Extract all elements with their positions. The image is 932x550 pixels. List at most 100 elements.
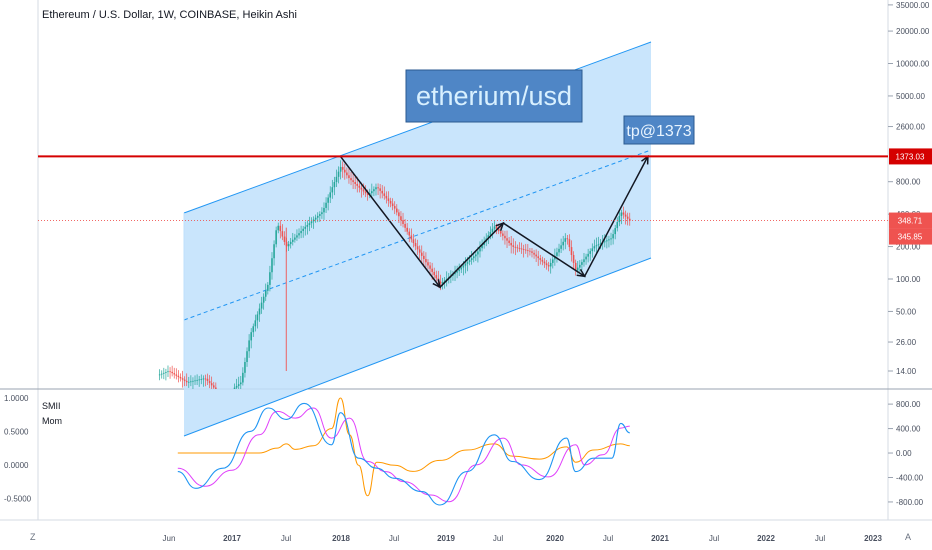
candle-body xyxy=(242,372,244,383)
candle-body xyxy=(185,380,188,383)
channel-lower-line xyxy=(183,257,652,437)
candle-body xyxy=(412,239,415,244)
candle-body xyxy=(289,241,292,245)
candle-body xyxy=(400,216,402,221)
time-tick-label: 2017 xyxy=(223,534,241,543)
candle-body xyxy=(341,166,344,170)
candle-body xyxy=(493,226,496,229)
candle-body xyxy=(296,235,298,238)
price-tick-label: 200.00 xyxy=(896,243,921,252)
log-scale-toggle[interactable]: Z xyxy=(30,532,36,542)
projection-arrowhead xyxy=(576,269,587,278)
candle-body xyxy=(393,206,396,209)
last-price-label: 348.71 xyxy=(898,217,923,226)
channel-mid-line xyxy=(183,149,652,321)
time-tick-label: Jul xyxy=(389,534,399,543)
price-tick-label: 26.00 xyxy=(896,338,917,347)
candle-body xyxy=(169,371,171,373)
candle-body xyxy=(570,247,573,255)
candle-body xyxy=(539,258,542,260)
smii-axis-label: -0.5000 xyxy=(4,494,32,503)
candle-body xyxy=(477,251,479,255)
mom-legend: Mom xyxy=(42,416,62,426)
prev-price-label: 345.85 xyxy=(898,233,923,242)
candle-body xyxy=(271,258,273,273)
candle-body xyxy=(587,253,589,257)
candle-body xyxy=(210,383,213,386)
candle-body xyxy=(304,226,307,229)
price-tick-label: 50.00 xyxy=(896,307,917,316)
candle-body xyxy=(327,197,329,203)
candle-body xyxy=(429,265,431,269)
candle-body xyxy=(354,182,356,184)
candle-body xyxy=(593,246,596,249)
price-tick-label: 2600.00 xyxy=(896,123,925,132)
candle-body xyxy=(298,233,300,236)
price-tick-label: 800.00 xyxy=(896,178,921,187)
axes-layer: 35000.00 20000.00 10000.00 5000.00 2600.00 80… xyxy=(38,1,932,543)
candle-body xyxy=(423,255,425,260)
price-tick-label: 10000.00 xyxy=(896,60,930,69)
candle-body xyxy=(260,302,263,309)
candle-body xyxy=(408,231,411,236)
candle-body xyxy=(518,247,521,249)
candle-body xyxy=(375,187,377,190)
candle-body xyxy=(339,166,342,172)
candle-body xyxy=(179,377,182,379)
candle-body xyxy=(529,250,531,252)
candle-body xyxy=(212,385,215,388)
candle-body xyxy=(163,372,165,374)
candle-body xyxy=(237,384,240,386)
candle-body xyxy=(239,382,242,385)
candle-body xyxy=(215,387,217,389)
mom-axis-label: 400.00 xyxy=(896,425,921,434)
candle-body xyxy=(402,220,404,224)
candle-body xyxy=(323,207,325,213)
candle-body xyxy=(566,238,569,240)
candle-body xyxy=(531,251,533,253)
candle-body xyxy=(435,275,438,279)
candle-body xyxy=(591,248,594,252)
candle-body xyxy=(504,235,506,239)
candle-body xyxy=(233,387,236,389)
target-label-box[interactable]: tp@1373 xyxy=(623,115,695,145)
candle-body xyxy=(508,240,510,243)
time-tick-label: 2018 xyxy=(332,534,350,543)
candle-body xyxy=(256,314,259,321)
candle-body xyxy=(595,245,598,247)
candle-body xyxy=(314,217,317,220)
candle-body xyxy=(333,182,336,188)
candle-body xyxy=(395,208,398,213)
candle-body xyxy=(346,172,348,176)
candle-body xyxy=(302,228,304,231)
candle-body xyxy=(321,212,323,215)
time-tick-label: 2020 xyxy=(546,534,564,543)
price-channel xyxy=(184,42,651,436)
candle-body xyxy=(414,243,417,247)
candle-body xyxy=(533,252,535,255)
candle-body xyxy=(348,175,350,179)
candle-body xyxy=(316,215,319,218)
candle-body xyxy=(460,267,463,270)
candle-body xyxy=(614,228,616,235)
candle-body xyxy=(273,244,275,259)
candle-body xyxy=(581,262,583,265)
candle-body xyxy=(458,269,460,272)
candle-body xyxy=(310,221,313,224)
candle-body xyxy=(387,198,390,201)
candle-body xyxy=(269,272,271,285)
candle-body xyxy=(520,248,523,250)
candle-body xyxy=(343,169,346,173)
last-price-badge xyxy=(889,212,932,229)
candle-body xyxy=(190,381,192,383)
auto-scale-toggle[interactable]: A xyxy=(905,532,911,542)
candle-body xyxy=(583,259,585,263)
candle-body xyxy=(464,263,467,266)
candle-body xyxy=(373,189,375,192)
candle-body xyxy=(350,178,352,181)
candle-body xyxy=(287,244,290,247)
candle-body xyxy=(187,381,190,383)
annotation-box[interactable]: etherium/usd xyxy=(405,69,583,123)
candle-body xyxy=(362,189,365,192)
candle-body xyxy=(364,191,367,194)
